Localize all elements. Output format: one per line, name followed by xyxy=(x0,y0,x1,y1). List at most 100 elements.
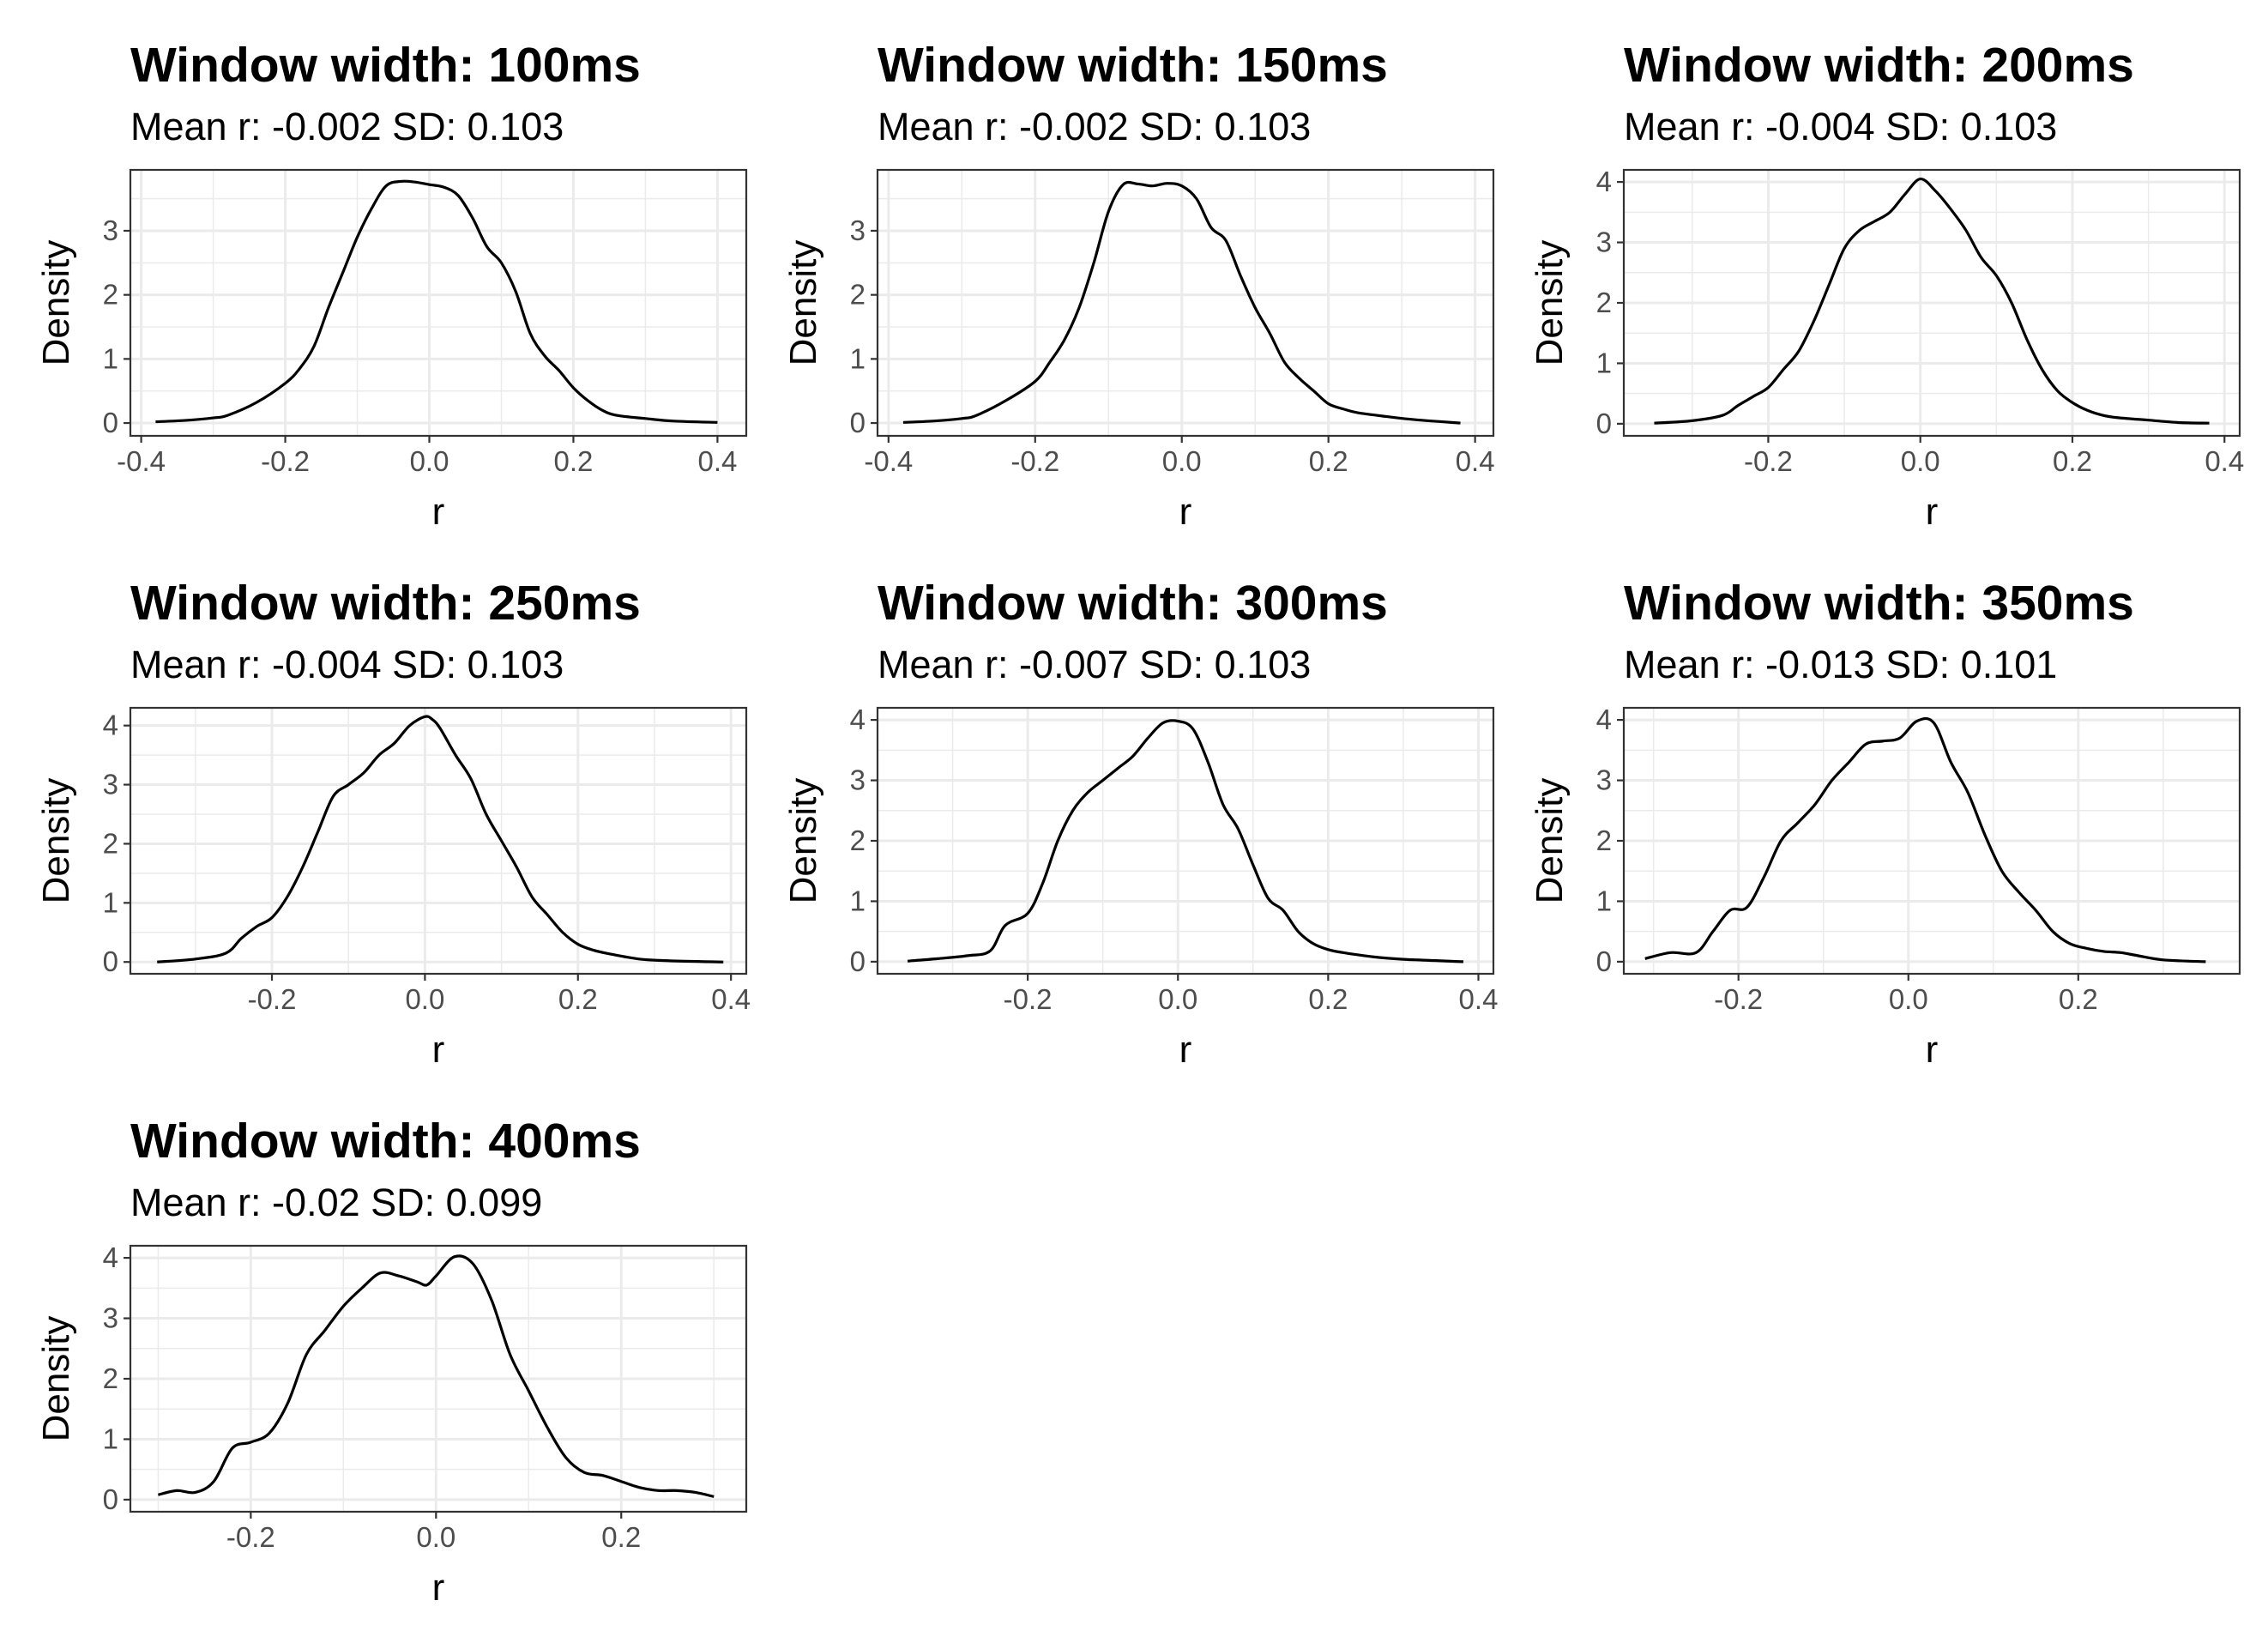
y-tick-label: 0 xyxy=(103,1483,118,1515)
panel-border xyxy=(129,706,748,976)
y-tick-label: 4 xyxy=(850,704,866,735)
y-tick-label: 1 xyxy=(103,1423,118,1454)
y-tick-label: 2 xyxy=(103,827,118,859)
gridlines xyxy=(878,170,1493,436)
x-tick-label: -0.4 xyxy=(117,445,166,477)
x-axis-title: r xyxy=(1926,1029,1939,1071)
panel-subtitle: Mean r: -0.004 SD: 0.103 xyxy=(130,643,564,686)
gridlines xyxy=(130,1246,746,1512)
y-tick-label: 2 xyxy=(850,825,866,856)
y-axis-title: Density xyxy=(35,1316,77,1442)
panel-1: Window width: 100ms Mean r: -0.002 SD: 0.… xyxy=(35,38,748,533)
y-tick-label: 1 xyxy=(850,342,866,374)
panel-7: Window width: 400ms Mean r: -0.02 SD: 0.0… xyxy=(35,1114,748,1609)
y-tick-label: 1 xyxy=(850,885,866,916)
y-tick-label: 4 xyxy=(1596,704,1612,735)
x-tick-label: 0.0 xyxy=(1901,445,1940,477)
x-axis-title: r xyxy=(1179,491,1192,533)
x-tick-label: -0.2 xyxy=(1004,983,1053,1015)
y-tick-label: 1 xyxy=(103,886,118,918)
y-axis-title: Density xyxy=(35,778,77,904)
y-tick-label: 0 xyxy=(850,945,866,977)
plot-area xyxy=(878,170,1493,436)
x-tick-label: 0.0 xyxy=(1889,983,1928,1015)
panel-6: Window width: 350ms Mean r: -0.013 SD: 0.… xyxy=(1529,576,2241,1071)
y-tick-label: 2 xyxy=(850,279,866,311)
y-tick-label: 3 xyxy=(103,214,118,246)
y-axis-title: Density xyxy=(35,240,77,366)
panel-5: Window width: 300ms Mean r: -0.007 SD: 0.… xyxy=(782,576,1498,1071)
y-tick-label: 0 xyxy=(1596,945,1612,977)
y-tick-label: 3 xyxy=(103,769,118,800)
density-line xyxy=(158,1254,715,1498)
x-tick-label: 0.2 xyxy=(558,983,598,1015)
panel-title: Window width: 250ms xyxy=(130,576,641,631)
panel-subtitle: Mean r: -0.007 SD: 0.103 xyxy=(878,643,1311,686)
x-axis-title: r xyxy=(432,491,445,533)
x-tick-label: 0.4 xyxy=(2205,445,2244,477)
x-tick-label: -0.2 xyxy=(226,1521,275,1553)
y-tick-label: 3 xyxy=(1596,764,1612,796)
panel-subtitle: Mean r: -0.02 SD: 0.099 xyxy=(130,1181,542,1224)
panel-title: Window width: 150ms xyxy=(878,38,1388,93)
y-tick-label: 2 xyxy=(1596,825,1612,856)
x-axis-title: r xyxy=(432,1567,445,1609)
density-line xyxy=(157,715,724,963)
y-tick-label: 4 xyxy=(103,710,118,741)
x-tick-label: 0.4 xyxy=(1456,445,1495,477)
panel-title: Window width: 350ms xyxy=(1624,576,2134,631)
gridlines xyxy=(878,708,1493,974)
panel-border xyxy=(876,168,1495,438)
x-tick-label: 0.2 xyxy=(1308,983,1348,1015)
y-tick-label: 0 xyxy=(103,407,118,438)
x-tick-label: 0.2 xyxy=(1309,445,1348,477)
x-tick-label: 0.4 xyxy=(711,983,751,1015)
x-axis-title: r xyxy=(1179,1029,1192,1071)
x-tick-label: -0.2 xyxy=(261,445,310,477)
x-tick-label: 0.2 xyxy=(2059,983,2098,1015)
x-tick-label: 0.0 xyxy=(1158,983,1197,1015)
x-tick-label: 0.0 xyxy=(416,1521,455,1553)
x-tick-label: 0.2 xyxy=(601,1521,641,1553)
y-axis-title: Density xyxy=(782,240,824,366)
x-tick-label: 0.2 xyxy=(2053,445,2092,477)
y-tick-label: 2 xyxy=(103,279,118,311)
x-tick-label: 0.2 xyxy=(554,445,594,477)
y-tick-label: 1 xyxy=(1596,347,1612,378)
x-tick-label: 0.0 xyxy=(1162,445,1202,477)
panel-title: Window width: 200ms xyxy=(1624,38,2134,93)
x-tick-label: 0.4 xyxy=(697,445,737,477)
x-tick-label: 0.0 xyxy=(405,983,444,1015)
y-tick-label: 3 xyxy=(850,764,866,796)
panel-subtitle: Mean r: -0.004 SD: 0.103 xyxy=(1624,105,2057,148)
y-axis-title: Density xyxy=(782,778,824,904)
density-line xyxy=(902,180,1461,425)
x-tick-label: -0.4 xyxy=(864,445,913,477)
density-line xyxy=(1644,716,2206,963)
x-axis-title: r xyxy=(1926,491,1939,533)
x-tick-label: 0.0 xyxy=(410,445,449,477)
panel-title: Window width: 100ms xyxy=(130,38,641,93)
x-tick-label: -0.2 xyxy=(248,983,297,1015)
x-axis-title: r xyxy=(432,1029,445,1071)
panel-title: Window width: 300ms xyxy=(878,576,1388,631)
panel-subtitle: Mean r: -0.002 SD: 0.103 xyxy=(130,105,564,148)
gridlines xyxy=(1624,170,2240,436)
x-tick-label: -0.2 xyxy=(1714,983,1763,1015)
density-line xyxy=(907,719,1464,963)
panel-subtitle: Mean r: -0.002 SD: 0.103 xyxy=(878,105,1311,148)
y-axis-title: Density xyxy=(1529,240,1571,366)
y-tick-label: 2 xyxy=(103,1362,118,1394)
panel-2: Window width: 150ms Mean r: -0.002 SD: 0.… xyxy=(782,38,1495,533)
x-tick-label: -0.2 xyxy=(1010,445,1059,477)
gridlines xyxy=(130,708,746,974)
y-tick-label: 3 xyxy=(850,214,866,246)
panel-border xyxy=(129,168,748,438)
y-tick-label: 0 xyxy=(1596,408,1612,439)
plot-area xyxy=(130,170,746,436)
y-tick-label: 0 xyxy=(103,945,118,977)
y-tick-label: 3 xyxy=(1596,227,1612,258)
y-tick-label: 0 xyxy=(850,407,866,438)
panel-title: Window width: 400ms xyxy=(130,1114,641,1169)
